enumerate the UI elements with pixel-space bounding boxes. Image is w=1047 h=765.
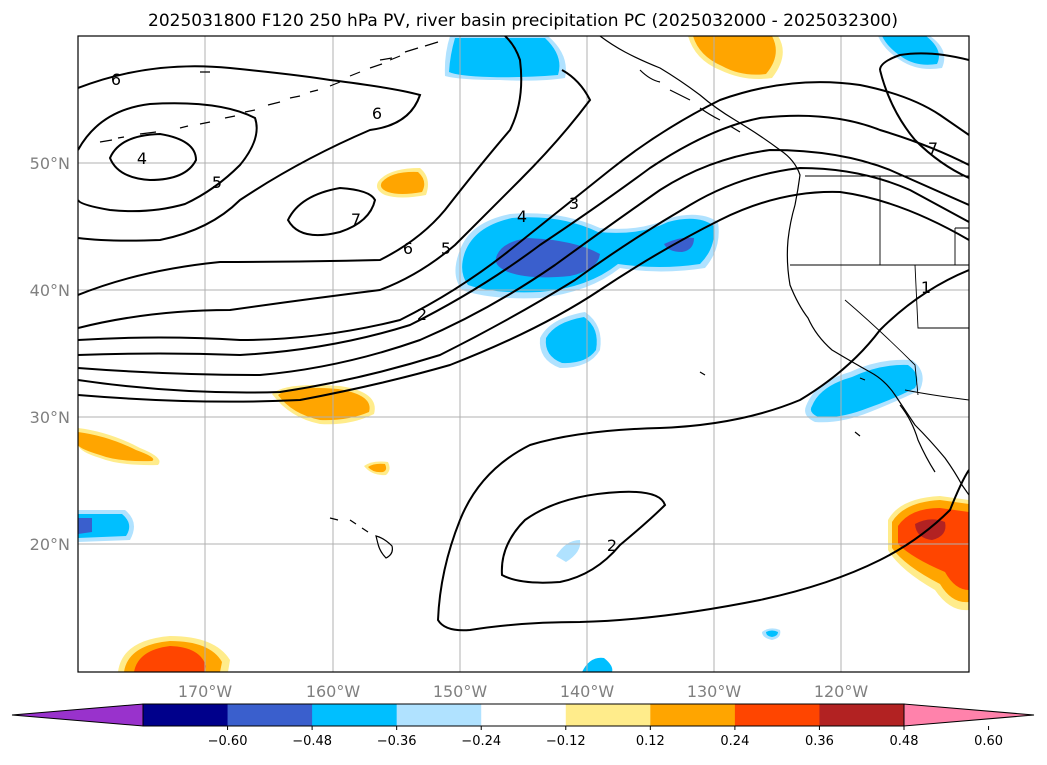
pv-contours	[78, 36, 969, 632]
colorbar-extend-min	[11, 703, 144, 727]
colorbar-tick-label: 0.48	[890, 734, 919, 749]
colorbar-swatch	[650, 704, 736, 726]
pv-contour-7-ring	[286, 186, 377, 236]
contour-label: 4	[137, 149, 147, 168]
contour-label: 6	[111, 70, 121, 89]
contour-label: 1	[921, 278, 931, 297]
colorbar-swatch	[312, 704, 398, 726]
map-frame	[77, 35, 970, 673]
lon-tick: 150°W	[433, 682, 488, 701]
lon-tick: 120°W	[814, 682, 869, 701]
colorbar-swatch	[143, 704, 229, 726]
colorbar-swatch	[481, 704, 567, 726]
colorbar-swatch	[227, 704, 313, 726]
colorbar: −0.60 −0.48 −0.36 −0.24 −0.12 0.12 0.24 0.36 0.4…	[11, 703, 1035, 749]
contour-label: 2	[417, 305, 427, 324]
lat-tick-labels: 50°N 40°N 30°N 20°N	[30, 154, 70, 554]
precip-shading	[78, 36, 969, 672]
lon-tick-labels: 170°W 160°W 150°W 140°W 130°W 120°W	[178, 682, 869, 701]
contour-label: 6	[403, 239, 413, 258]
colorbar-tick-label: 0.36	[805, 734, 834, 749]
pv-contour-2-south	[436, 269, 969, 632]
shade-darkblue-core	[495, 238, 600, 278]
colorbar-swatch	[396, 704, 482, 726]
colorbar-tick-label: −0.12	[546, 734, 586, 749]
pv-contour-labels: 6 4 5 6 7 6 5 4 3 2 2 7 1	[111, 70, 938, 555]
colorbar-frame	[142, 703, 905, 727]
colorbar-tick-label: 0.60	[974, 734, 1003, 749]
contour-label: 5	[441, 239, 451, 258]
colorbar-tick-label: 0.24	[720, 734, 749, 749]
contour-label: 6	[372, 104, 382, 123]
contour-label: 7	[351, 210, 361, 229]
coastline-us-west	[786, 204, 969, 496]
colorbar-swatch	[734, 704, 820, 726]
coastline-alaska-bc	[599, 36, 801, 206]
lat-tick: 30°N	[30, 408, 70, 427]
colorbar-tick-label: −0.48	[292, 734, 332, 749]
colorbar-tick-label: −0.24	[461, 734, 501, 749]
lat-tick: 40°N	[30, 281, 70, 300]
border-us-mexico	[904, 389, 969, 401]
lon-tick: 140°W	[560, 682, 615, 701]
lon-tick: 170°W	[178, 682, 233, 701]
contour-label: 4	[517, 207, 527, 226]
colorbar-swatch	[819, 704, 905, 726]
lon-tick: 160°W	[306, 682, 361, 701]
contour-label: 7	[928, 139, 938, 158]
lat-tick: 50°N	[30, 154, 70, 173]
pv-contour-5-ring	[78, 102, 258, 213]
political-borders	[790, 175, 969, 401]
lat-tick: 20°N	[30, 535, 70, 554]
map-content: 6 4 5 6 7 6 5 4 3 2 2 7 1	[78, 36, 969, 672]
contour-label: 5	[212, 173, 222, 192]
pv-contour-4-ring	[108, 132, 198, 182]
contour-label: 3	[569, 194, 579, 213]
colorbar-tick-label: −0.36	[377, 734, 417, 749]
pv-contour-6-north	[78, 65, 422, 242]
coastlines	[99, 36, 969, 559]
colorbar-tick-label: −0.60	[208, 734, 248, 749]
contour-label: 2	[607, 536, 617, 555]
colorbar-extend-max	[903, 703, 1035, 727]
colorbar-tick-label: 0.12	[636, 734, 665, 749]
colorbar-swatch	[565, 704, 651, 726]
lon-tick: 130°W	[687, 682, 742, 701]
figure-title: 2025031800 F120 250 hPa PV, river basin …	[148, 11, 898, 31]
coastline-baja	[899, 404, 936, 473]
coastline-hawaii	[329, 517, 393, 559]
